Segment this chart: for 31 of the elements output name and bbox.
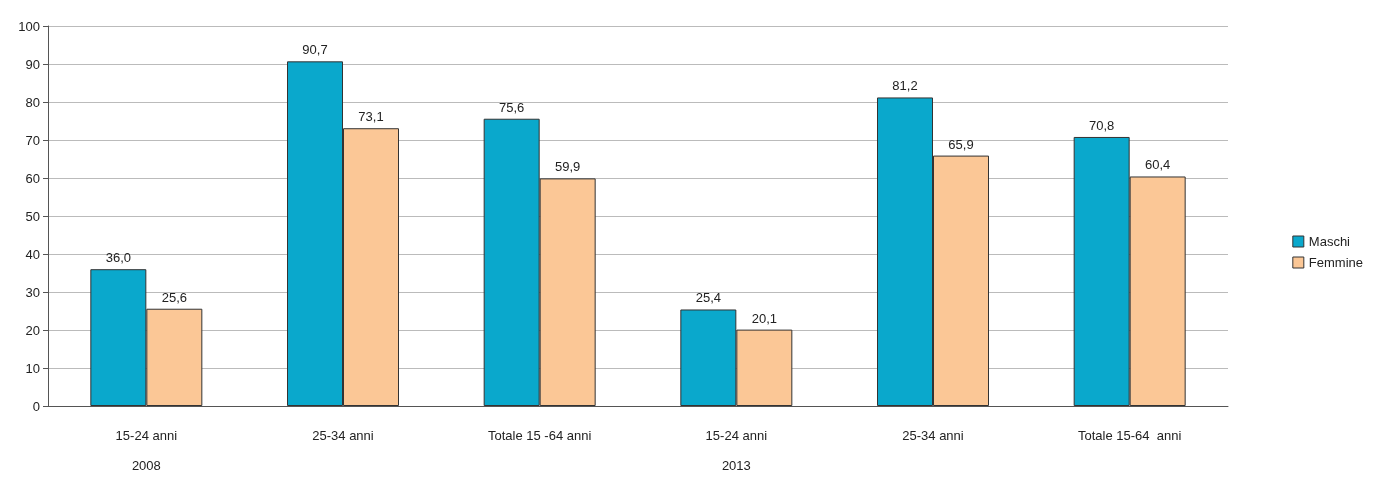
data-label: 73,1 (358, 109, 384, 125)
data-label: 60,4 (1145, 157, 1171, 173)
y-tick-label: 90 (25, 56, 40, 72)
x-tick-label: Totale 15-64 anni (1077, 427, 1182, 443)
x-tick-label: 25-34 anni (902, 427, 964, 443)
data-label: 70,8 (1089, 117, 1115, 133)
y-tick-label: 80 (25, 94, 40, 110)
y-tick-label: 50 (25, 208, 40, 224)
x-tick-label: 15-24 anni 2008 (115, 427, 178, 473)
data-label: 75,6 (499, 99, 525, 115)
y-tick-label: 40 (25, 246, 40, 262)
data-label: 81,2 (892, 78, 918, 94)
y-tick-label: 0 (32, 398, 40, 414)
x-tick-label: Totale 15 -64 anni (487, 427, 592, 443)
legend-label: Maschi (1308, 234, 1351, 249)
legend-label: Femmine (1308, 255, 1364, 270)
y-tick-label: 20 (25, 322, 40, 338)
y-tick-label: 10 (25, 360, 40, 376)
data-label: 25,6 (161, 289, 187, 305)
data-label: 36,0 (105, 250, 131, 266)
data-label: 90,7 (302, 42, 328, 58)
data-label: 65,9 (948, 136, 974, 152)
data-label: 20,1 (751, 310, 777, 326)
y-tick-label: 30 (25, 284, 40, 300)
data-label: 25,4 (695, 290, 721, 306)
y-tick-label: 70 (25, 132, 40, 148)
y-tick-label: 100 (18, 18, 40, 34)
x-tick-label: 25-34 anni (312, 427, 374, 443)
data-label: 59,9 (555, 159, 581, 175)
y-tick-label: 60 (25, 170, 40, 186)
x-tick-label: 15-24 anni 2013 (705, 427, 768, 473)
